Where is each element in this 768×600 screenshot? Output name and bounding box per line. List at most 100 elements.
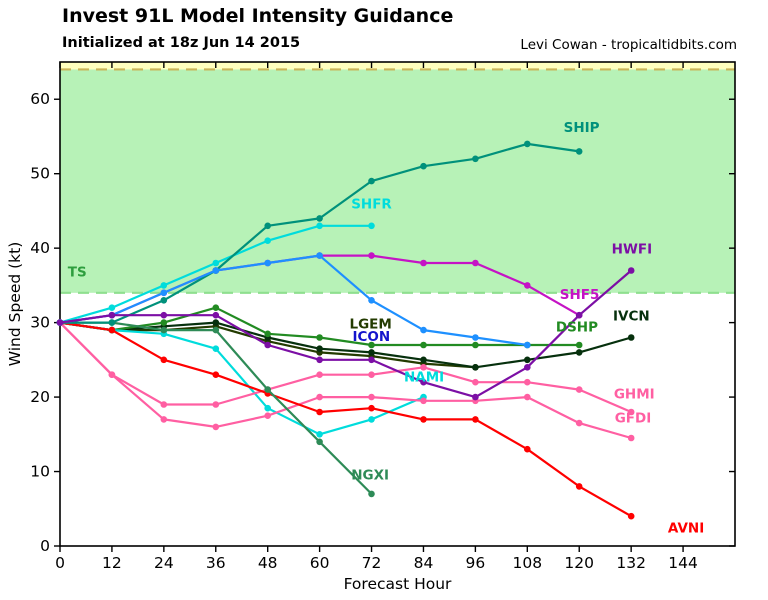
series-icon-point xyxy=(316,252,323,259)
series-dshp-point xyxy=(575,341,583,349)
y-tick-label: 20 xyxy=(30,388,50,406)
series-ghmi-point xyxy=(368,371,375,379)
series-gfdi-point xyxy=(575,419,583,427)
series-ghmi-point xyxy=(212,401,220,408)
series-hwfi-point xyxy=(575,311,583,319)
series-shf5-point xyxy=(524,282,531,289)
chart-title: Invest 91L Model Intensity Guidance xyxy=(62,5,454,27)
series-nami-point xyxy=(212,345,220,353)
series-ivcn-label: IVCN xyxy=(613,308,650,324)
series-nami-label: NAMI xyxy=(404,369,444,385)
series-ngxi-point xyxy=(368,490,375,498)
series-shf5-point xyxy=(420,259,427,267)
series-ghmi-point xyxy=(627,408,635,416)
series-gfdi-line xyxy=(59,321,632,440)
series-dshp-point xyxy=(368,341,375,349)
series-ship-point xyxy=(575,148,583,155)
series-ship-point xyxy=(420,162,427,170)
series-hwfi-point xyxy=(627,267,635,274)
series-shf5-point xyxy=(368,252,375,259)
series-dshp-point xyxy=(316,334,323,341)
series-icon-point xyxy=(264,259,272,267)
series-avni-point xyxy=(420,416,427,423)
y-tick-label: 30 xyxy=(30,314,50,332)
x-tick-label: 12 xyxy=(102,554,122,572)
x-tick-label: 108 xyxy=(513,554,543,572)
series-ship-label: SHIP xyxy=(564,120,600,136)
series-ghmi-point xyxy=(524,378,531,386)
series-avni-point xyxy=(627,512,635,520)
x-tick-label: 144 xyxy=(668,554,698,572)
series-icon-point xyxy=(472,334,479,341)
series-icon-point xyxy=(420,326,427,334)
series-shfr-point xyxy=(160,282,168,289)
series-ngxi-point xyxy=(212,326,220,334)
series-ivcn-point xyxy=(368,349,375,356)
series-gfdi-label: GFDI xyxy=(615,410,652,426)
chart-credit: Levi Cowan - tropicaltidbits.com xyxy=(520,37,737,53)
series-dshp-point xyxy=(160,319,168,326)
series-ghmi-label: GHMI xyxy=(614,387,655,403)
series-dshp-label: DSHP xyxy=(556,320,598,336)
series-avni-point xyxy=(160,356,168,364)
series-nami-point xyxy=(368,416,375,423)
series-hwfi-point xyxy=(264,341,272,349)
series-ghmi-point xyxy=(108,371,116,379)
chart-subtitle: Initialized at 18z Jun 14 2015 xyxy=(62,35,301,51)
series-gfdi-point xyxy=(420,397,427,405)
series-gfdi-point xyxy=(524,393,531,401)
series-icon-point xyxy=(160,289,168,297)
series-ghmi-line xyxy=(59,321,632,414)
series-ship-point xyxy=(472,155,479,163)
series-avni-point xyxy=(316,408,323,416)
series-nami-line xyxy=(59,321,424,436)
series-hwfi-point xyxy=(472,393,479,401)
hurricane-band xyxy=(60,62,735,70)
series-ship-point xyxy=(524,140,531,148)
series-avni-point xyxy=(108,326,116,334)
y-tick-label: 10 xyxy=(30,463,50,481)
series-shfr-point xyxy=(108,304,116,312)
series-avni-point xyxy=(368,404,375,412)
series-hwfi-point xyxy=(160,311,168,319)
series-icon-point xyxy=(368,297,375,304)
series-shfr-point xyxy=(316,222,323,230)
series-shfr-point xyxy=(368,222,375,230)
x-tick-label: 96 xyxy=(466,554,486,572)
series-gfdi-point xyxy=(212,423,220,431)
series-shfr-point xyxy=(212,259,220,267)
series-dshp-point xyxy=(264,330,272,338)
series-nami-point xyxy=(264,404,272,412)
series-icon-point xyxy=(212,267,220,274)
series-avni-label: AVNI xyxy=(668,521,704,537)
series-hwfi-point xyxy=(56,319,64,326)
series-shfr-point xyxy=(264,237,272,244)
series-avni-line xyxy=(59,321,632,518)
series-ship-point xyxy=(160,297,168,304)
series-gfdi-point xyxy=(627,434,635,442)
series-icon-line xyxy=(59,254,528,347)
series-ivcn-point xyxy=(524,356,531,364)
series-ivcn-point xyxy=(212,319,220,326)
series-ship-point xyxy=(264,222,272,230)
y-tick-label: 0 xyxy=(40,537,50,555)
series-gfdi-point xyxy=(264,412,272,420)
series-icon-point xyxy=(524,341,531,349)
series-shf5-point xyxy=(472,259,479,267)
series-hwfi-point xyxy=(212,311,220,319)
series-gfdi-point xyxy=(160,416,168,423)
series-ghmi-point xyxy=(420,364,427,371)
series-hwfi-label: HWFI xyxy=(612,241,652,257)
series-nami-point xyxy=(316,431,323,438)
series-ivcn-point xyxy=(420,356,427,364)
series-hwfi-line xyxy=(59,269,632,399)
series-ghmi-point xyxy=(160,401,168,408)
y-axis-label: Wind Speed (kt) xyxy=(6,242,24,367)
y-tick-label: 60 xyxy=(30,90,50,108)
x-tick-label: 132 xyxy=(616,554,646,572)
series-ghmi-point xyxy=(575,386,583,393)
x-tick-label: 72 xyxy=(362,554,382,572)
series-gfdi-point xyxy=(316,393,323,401)
